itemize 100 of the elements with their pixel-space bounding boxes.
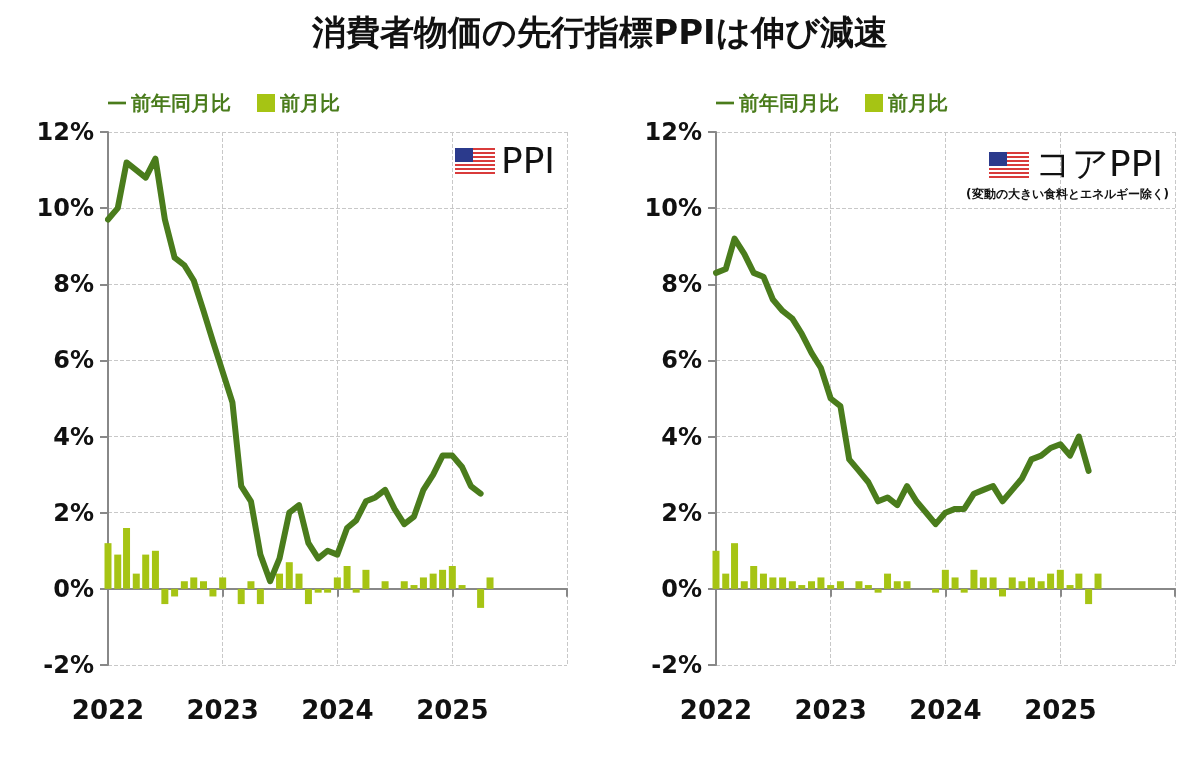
x-tick-label: 2024 <box>909 695 982 725</box>
bar <box>1094 573 1102 589</box>
bar <box>731 543 739 589</box>
x-tick-label: 2025 <box>1024 695 1097 725</box>
bar <box>1047 573 1055 589</box>
legend-label: 前月比 <box>279 91 340 115</box>
bar <box>864 585 872 589</box>
bar <box>941 569 949 589</box>
bar <box>381 581 389 589</box>
bar <box>180 581 188 589</box>
bar <box>104 543 112 589</box>
bar <box>285 562 293 589</box>
bar <box>247 581 255 589</box>
bar <box>817 577 825 589</box>
bar <box>1085 588 1093 605</box>
bar <box>722 573 730 589</box>
x-tick-label: 2023 <box>186 695 259 725</box>
text: (変動の大きい食料とエネルギー除く) <box>966 186 1169 203</box>
bar <box>237 588 245 605</box>
bar <box>429 573 437 589</box>
y-tick-label: 8% <box>53 270 94 299</box>
chart-title: PPI <box>500 140 555 181</box>
bar <box>486 577 494 589</box>
bar <box>970 569 978 589</box>
bar <box>410 585 418 589</box>
y-tick-label: 4% <box>53 422 94 451</box>
bar <box>769 577 777 589</box>
bar <box>209 588 217 597</box>
bar <box>123 527 131 589</box>
bar <box>276 573 284 589</box>
bar <box>200 581 208 589</box>
bar <box>219 577 227 589</box>
bar <box>256 588 264 605</box>
x-tick-label: 2022 <box>71 695 145 725</box>
bar <box>1056 569 1064 589</box>
x-tick-label: 2025 <box>416 695 489 725</box>
bar <box>171 588 179 597</box>
bar <box>190 577 198 589</box>
bar <box>1018 581 1026 589</box>
bar <box>836 581 844 589</box>
legend-label: 前月比 <box>887 91 948 115</box>
bar <box>740 581 748 589</box>
bar <box>951 577 959 589</box>
bar <box>142 554 150 589</box>
bar <box>750 566 758 589</box>
bar <box>798 585 806 589</box>
bar <box>759 573 767 589</box>
legend-label: 前年同月比 <box>738 91 839 115</box>
bar <box>114 554 122 589</box>
y-tick-label: 10% <box>36 194 94 223</box>
bar <box>855 581 863 589</box>
bar <box>352 588 360 593</box>
bar <box>132 573 140 589</box>
y-tick-label: 0% <box>661 574 702 603</box>
bar <box>333 577 341 589</box>
bar <box>314 588 322 593</box>
bar <box>989 577 997 589</box>
bar <box>779 577 787 589</box>
bar <box>884 573 892 589</box>
bar <box>295 573 303 589</box>
y-tick-label: 6% <box>661 346 702 375</box>
bar <box>788 581 796 589</box>
y-tick-label: 2% <box>53 498 94 527</box>
bar <box>458 585 466 589</box>
bar <box>712 550 720 589</box>
y-tick-label: 2% <box>661 498 702 527</box>
bar <box>1037 581 1045 589</box>
bar <box>151 550 159 589</box>
bar <box>999 588 1007 597</box>
bar <box>362 569 370 589</box>
bar <box>161 588 169 605</box>
bar <box>874 588 882 593</box>
bar <box>304 588 312 605</box>
y-tick-label: 6% <box>53 346 94 375</box>
bar <box>477 588 485 608</box>
bar <box>960 588 968 593</box>
bar <box>1008 577 1016 589</box>
chart-title: コアPPI <box>1034 143 1163 184</box>
bar <box>400 581 408 589</box>
y-tick-label: 10% <box>644 194 702 223</box>
y-tick-label: 12% <box>36 118 94 146</box>
y-tick-label: 8% <box>661 270 702 299</box>
y-tick-label: -2% <box>43 651 94 679</box>
legend-label: 前年同月比 <box>130 91 231 115</box>
bar <box>932 588 940 593</box>
bar <box>893 581 901 589</box>
bar <box>419 577 427 589</box>
bar <box>827 585 835 589</box>
bar <box>343 566 351 589</box>
bar <box>808 581 816 589</box>
bar <box>448 566 456 589</box>
y-tick-label: -2% <box>651 651 702 679</box>
bar <box>1027 577 1035 589</box>
text: 消費者物価の先行指標PPIは伸び減速 <box>311 11 889 54</box>
bar <box>324 588 332 593</box>
bar <box>979 577 987 589</box>
x-tick-label: 2023 <box>794 695 867 725</box>
x-tick-label: 2024 <box>301 695 374 725</box>
y-tick-label: 4% <box>661 422 702 451</box>
y-tick-label: 12% <box>644 118 702 146</box>
